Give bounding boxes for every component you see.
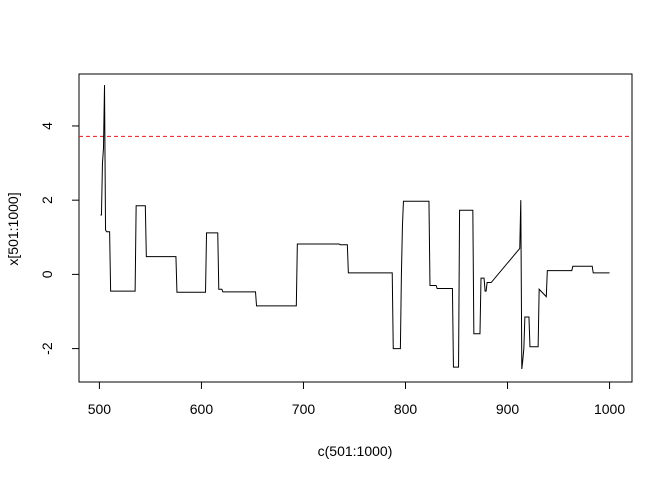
plot-box <box>78 73 633 383</box>
x-tick-label: 600 <box>190 401 214 417</box>
x-tick-label: 900 <box>496 401 520 417</box>
x-axis: 500 600 700 800 900 1000 <box>88 381 625 417</box>
y-tick-label: 4 <box>39 122 55 130</box>
y-axis-label: x[501:1000] <box>5 192 21 265</box>
y-tick-label: -2 <box>39 342 55 355</box>
x-axis-label: c(501:1000) <box>318 443 393 459</box>
x-tick-label: 700 <box>292 401 316 417</box>
y-tick-label: 2 <box>39 196 55 204</box>
y-axis: -2 0 2 4 <box>39 122 80 355</box>
x-tick-label: 1000 <box>594 401 625 417</box>
x-tick-label: 800 <box>394 401 418 417</box>
y-tick-label: 0 <box>39 270 55 278</box>
series-line <box>100 85 610 370</box>
x-tick-label: 500 <box>88 401 112 417</box>
